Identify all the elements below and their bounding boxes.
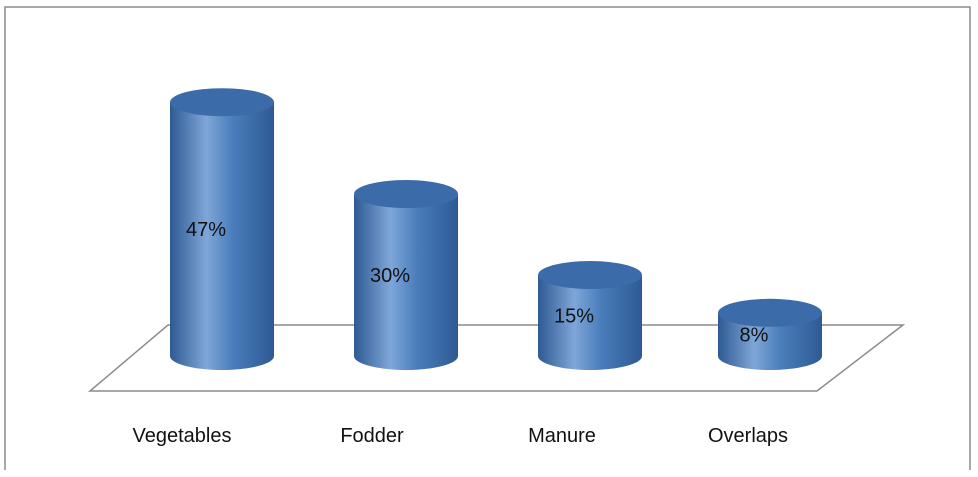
bar-manure	[538, 261, 642, 370]
category-label-fodder: Fodder	[340, 425, 404, 447]
bar-body-vegetables	[170, 102, 274, 370]
data-label-fodder: 30%	[370, 265, 410, 287]
bar-body-manure	[538, 275, 642, 370]
bars-group	[170, 88, 822, 370]
bar-body-overlaps	[718, 312, 822, 370]
bar-overlaps	[718, 298, 822, 370]
bar-top-fodder	[354, 180, 458, 208]
data-label-overlaps: 8%	[740, 324, 769, 346]
bar-top-overlaps	[718, 298, 822, 327]
data-labels-group: 47% 30% 15% 8%	[186, 219, 769, 346]
bar-top-manure	[538, 261, 642, 289]
category-label-vegetables: Vegetables	[133, 425, 232, 447]
chart-floor	[87, 324, 906, 392]
bar-vegetables	[170, 88, 274, 370]
bar-fodder	[354, 180, 458, 370]
bar-top-vegetables	[170, 88, 274, 117]
chart-border	[4, 6, 971, 470]
category-label-manure: Manure	[528, 425, 596, 447]
data-label-manure: 15%	[554, 306, 594, 328]
category-label-overlaps: Overlaps	[708, 425, 788, 447]
data-label-vegetables: 47%	[186, 219, 226, 241]
bar-body-fodder	[354, 194, 458, 370]
category-labels-group: Vegetables Fodder Manure Overlaps	[133, 425, 789, 447]
